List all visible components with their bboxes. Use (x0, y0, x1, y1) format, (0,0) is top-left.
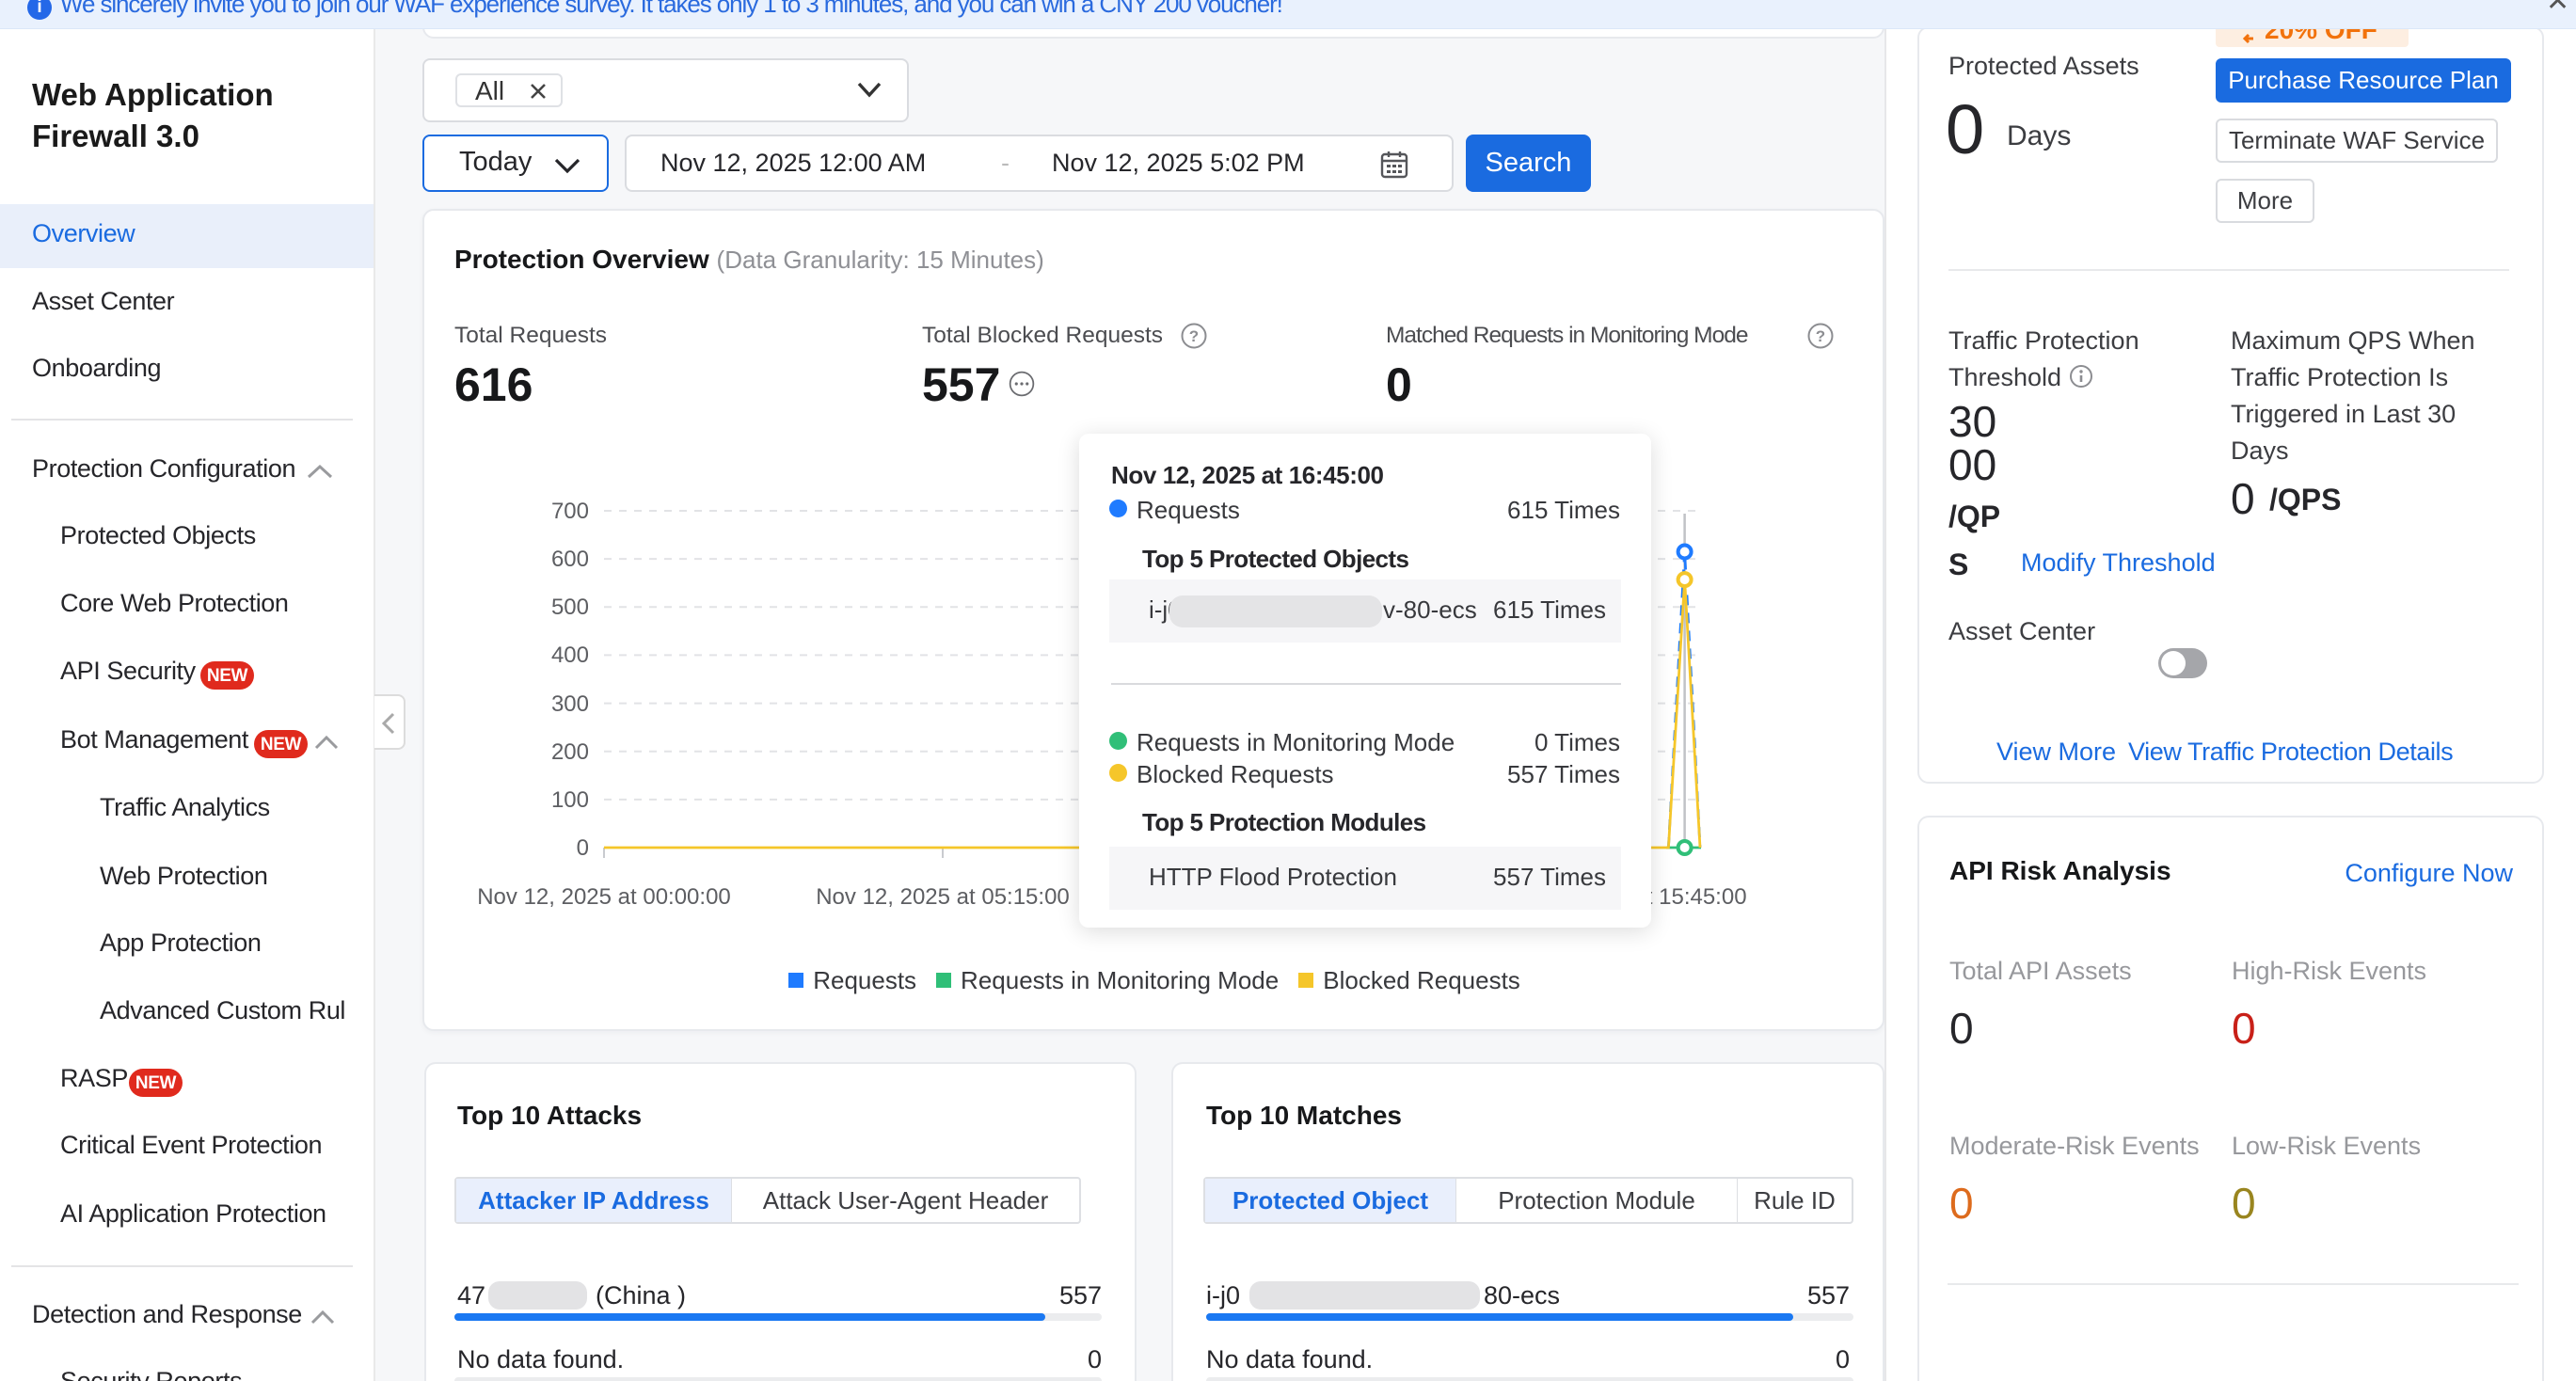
svg-text:200: 200 (551, 739, 589, 765)
svg-text:700: 700 (551, 499, 589, 524)
svg-text:300: 300 (551, 691, 589, 717)
svg-text:Nov 12, 2025 at 05:15:00: Nov 12, 2025 at 05:15:00 (816, 884, 1070, 910)
svg-text:400: 400 (551, 643, 589, 668)
svg-text:500: 500 (551, 595, 589, 620)
svg-text:?: ? (1816, 327, 1825, 345)
svg-text:Nov 12, 2025 at 00:00:00: Nov 12, 2025 at 00:00:00 (477, 884, 731, 910)
svg-text:600: 600 (551, 547, 589, 572)
svg-text:100: 100 (551, 787, 589, 813)
svg-text:0: 0 (577, 835, 589, 861)
svg-text:?: ? (1189, 327, 1199, 345)
